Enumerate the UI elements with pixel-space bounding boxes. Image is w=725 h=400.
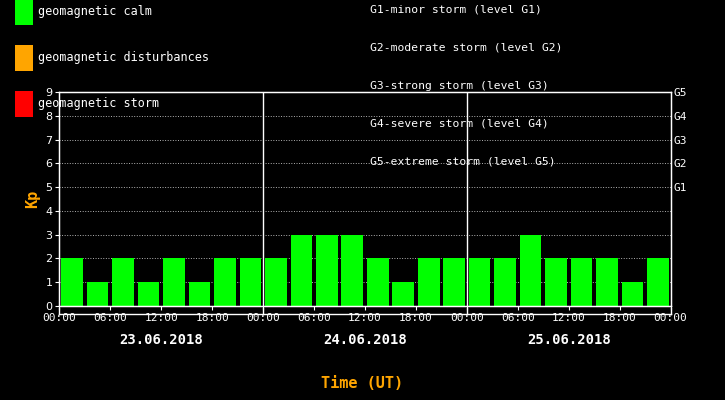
Bar xyxy=(392,282,414,306)
Bar xyxy=(214,258,236,306)
Text: 25.06.2018: 25.06.2018 xyxy=(527,333,610,347)
Text: geomagnetic storm: geomagnetic storm xyxy=(38,98,160,110)
Text: G1-minor storm (level G1): G1-minor storm (level G1) xyxy=(370,5,542,15)
Bar xyxy=(163,258,185,306)
Text: geomagnetic disturbances: geomagnetic disturbances xyxy=(38,52,210,64)
Bar xyxy=(316,235,338,306)
Bar xyxy=(494,258,516,306)
Bar xyxy=(571,258,592,306)
Bar xyxy=(87,282,109,306)
Text: 23.06.2018: 23.06.2018 xyxy=(120,333,203,347)
Text: G5-extreme storm (level G5): G5-extreme storm (level G5) xyxy=(370,157,555,167)
Text: G3-strong storm (level G3): G3-strong storm (level G3) xyxy=(370,81,549,91)
Bar xyxy=(520,235,542,306)
Bar xyxy=(62,258,83,306)
Bar xyxy=(545,258,567,306)
Bar xyxy=(596,258,618,306)
Bar xyxy=(469,258,490,306)
Text: G4-severe storm (level G4): G4-severe storm (level G4) xyxy=(370,119,549,129)
Text: geomagnetic calm: geomagnetic calm xyxy=(38,6,152,18)
Bar xyxy=(188,282,210,306)
Bar xyxy=(444,258,465,306)
Text: G2-moderate storm (level G2): G2-moderate storm (level G2) xyxy=(370,43,563,53)
Bar xyxy=(291,235,312,306)
Bar xyxy=(138,282,160,306)
Bar xyxy=(265,258,286,306)
Y-axis label: Kp: Kp xyxy=(25,190,40,208)
Text: Time (UT): Time (UT) xyxy=(321,376,404,392)
Bar xyxy=(341,235,363,306)
Bar xyxy=(240,258,261,306)
Bar xyxy=(621,282,643,306)
Bar xyxy=(367,258,389,306)
Bar xyxy=(112,258,134,306)
Bar xyxy=(647,258,668,306)
Text: 24.06.2018: 24.06.2018 xyxy=(323,333,407,347)
Bar xyxy=(418,258,439,306)
